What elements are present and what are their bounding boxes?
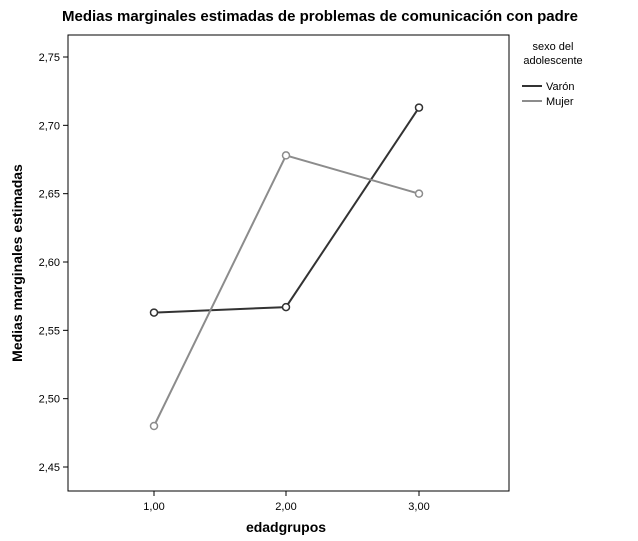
data-point-varon (149, 308, 159, 317)
y-axis-label: Medias marginales estimadas (9, 164, 25, 362)
plot-frame (67, 34, 510, 492)
legend-label: Varón (546, 81, 575, 93)
data-point-varon (414, 103, 424, 112)
data-point-mujer (281, 151, 291, 160)
chart-title: Medias marginales estimadas de problemas… (62, 8, 578, 25)
legend-items: Varón Mujer (522, 81, 575, 108)
data-point-mujer (414, 189, 424, 198)
data-point-mujer (149, 421, 159, 431)
x-tick-label: 3,00 (408, 501, 429, 513)
y-tick-label: 2,55 (39, 325, 60, 337)
legend: sexo del adolescente Varón Mujer (522, 41, 583, 108)
data-point-varon (281, 302, 291, 312)
series-layer (149, 103, 424, 431)
legend-label: Mujer (546, 96, 574, 108)
x-tick-label: 2,00 (275, 501, 296, 513)
x-axis-ticks: 1,00 2,00 3,00 (143, 491, 430, 513)
series-line-varon (153, 107, 420, 314)
y-tick-label: 2,70 (39, 120, 60, 132)
y-tick-label: 2,50 (39, 394, 60, 406)
x-axis-label: edadgrupos (246, 519, 326, 535)
series-line-mujer (153, 154, 420, 427)
legend-title-line-1: sexo del (533, 41, 574, 53)
x-tick-label: 1,00 (143, 501, 164, 513)
legend-title-line-2: adolescente (523, 55, 582, 67)
y-tick-label: 2,65 (39, 189, 60, 201)
y-axis-ticks: 2,45 2,50 2,55 2,60 2,65 2,70 2,75 (39, 52, 68, 474)
y-tick-label: 2,60 (39, 257, 60, 269)
y-tick-label: 2,75 (39, 52, 60, 64)
y-tick-label: 2,45 (39, 462, 60, 474)
